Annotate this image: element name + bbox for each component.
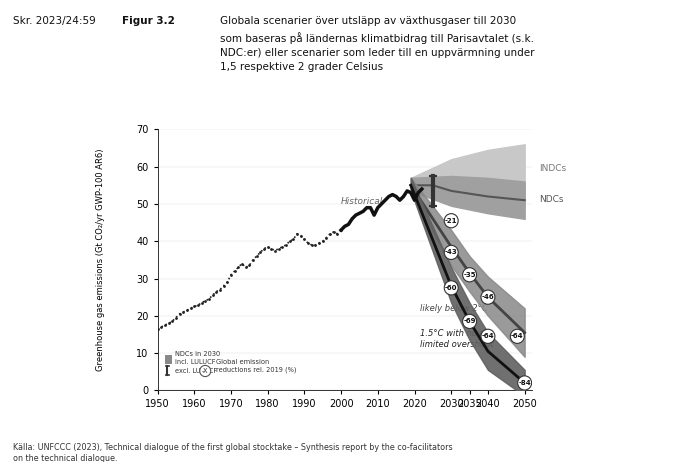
- Circle shape: [444, 245, 458, 260]
- Text: -60: -60: [445, 285, 458, 291]
- Text: 1.5°C with no or
limited overshoot: 1.5°C with no or limited overshoot: [420, 329, 494, 349]
- Circle shape: [481, 290, 495, 304]
- Bar: [164, 355, 172, 364]
- Circle shape: [518, 376, 531, 390]
- Text: -84: -84: [518, 380, 531, 386]
- Text: NDCs in 2030
incl. LULUCF: NDCs in 2030 incl. LULUCF: [175, 351, 220, 365]
- Circle shape: [444, 281, 458, 295]
- Circle shape: [481, 329, 495, 343]
- Text: Skr. 2023/24:59: Skr. 2023/24:59: [13, 16, 95, 26]
- Text: Figur 3.2: Figur 3.2: [122, 16, 176, 26]
- Circle shape: [199, 365, 211, 377]
- Text: -64: -64: [482, 333, 494, 339]
- Text: -64: -64: [511, 333, 524, 339]
- Text: -35: -35: [463, 272, 476, 278]
- Y-axis label: Greenhouse gas emissions (Gt CO₂/yr GWP-100 AR6): Greenhouse gas emissions (Gt CO₂/yr GWP-…: [96, 149, 105, 371]
- Text: Källa: UNFCCC (2023), Technical dialogue of the first global stocktake – Synthes: Källa: UNFCCC (2023), Technical dialogue…: [13, 443, 452, 462]
- Circle shape: [510, 329, 524, 343]
- Text: -21: -21: [445, 218, 458, 224]
- Text: NDCs: NDCs: [540, 195, 564, 204]
- Circle shape: [444, 213, 458, 228]
- Text: excl. LULUCF: excl. LULUCF: [175, 368, 217, 374]
- Text: Historical: Historical: [341, 197, 384, 206]
- Text: Global emission
reductions rel. 2019 (%): Global emission reductions rel. 2019 (%): [216, 359, 297, 373]
- Text: -43: -43: [445, 249, 458, 255]
- Text: -X: -X: [202, 368, 209, 374]
- Text: -69: -69: [463, 318, 476, 324]
- Text: likely below 2°C: likely below 2°C: [420, 304, 488, 313]
- Text: -46: -46: [482, 294, 494, 300]
- Circle shape: [463, 267, 477, 282]
- Circle shape: [463, 314, 477, 328]
- Text: INDCs: INDCs: [540, 164, 566, 173]
- Text: Globala scenarier över utsläpp av växthusgaser till 2030
som baseras på länderna: Globala scenarier över utsläpp av växthu…: [220, 16, 535, 73]
